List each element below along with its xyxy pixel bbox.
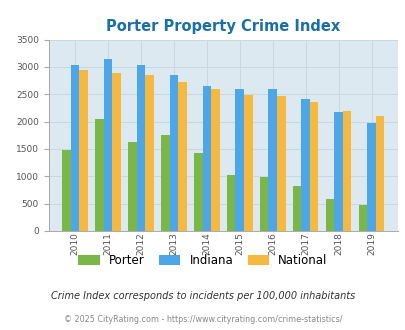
Bar [70,65,79,231]
Title: Porter Property Crime Index: Porter Property Crime Index [106,19,339,34]
Bar [136,65,145,231]
Bar [367,123,375,231]
Bar [178,82,186,231]
Bar [292,186,301,231]
Bar [276,96,285,231]
Bar [268,89,276,231]
Bar [325,199,333,231]
Bar [112,73,121,231]
Text: © 2025 CityRating.com - https://www.cityrating.com/crime-statistics/: © 2025 CityRating.com - https://www.city… [64,315,341,324]
Bar [79,70,88,231]
Bar [161,135,169,231]
Bar [358,205,367,231]
Bar [95,119,103,231]
Bar [243,95,252,231]
Bar [226,175,235,231]
Bar [342,111,351,231]
Bar [301,99,309,231]
Text: Crime Index corresponds to incidents per 100,000 inhabitants: Crime Index corresponds to incidents per… [51,291,354,301]
Bar [211,89,219,231]
Bar [169,75,178,231]
Bar [235,89,243,231]
Bar [259,178,268,231]
Legend: Porter, Indiana, National: Porter, Indiana, National [78,254,327,267]
Bar [145,75,153,231]
Bar [194,153,202,231]
Bar [375,115,384,231]
Bar [128,142,136,231]
Bar [333,112,342,231]
Bar [103,59,112,231]
Bar [62,150,70,231]
Bar [202,85,211,231]
Bar [309,102,318,231]
